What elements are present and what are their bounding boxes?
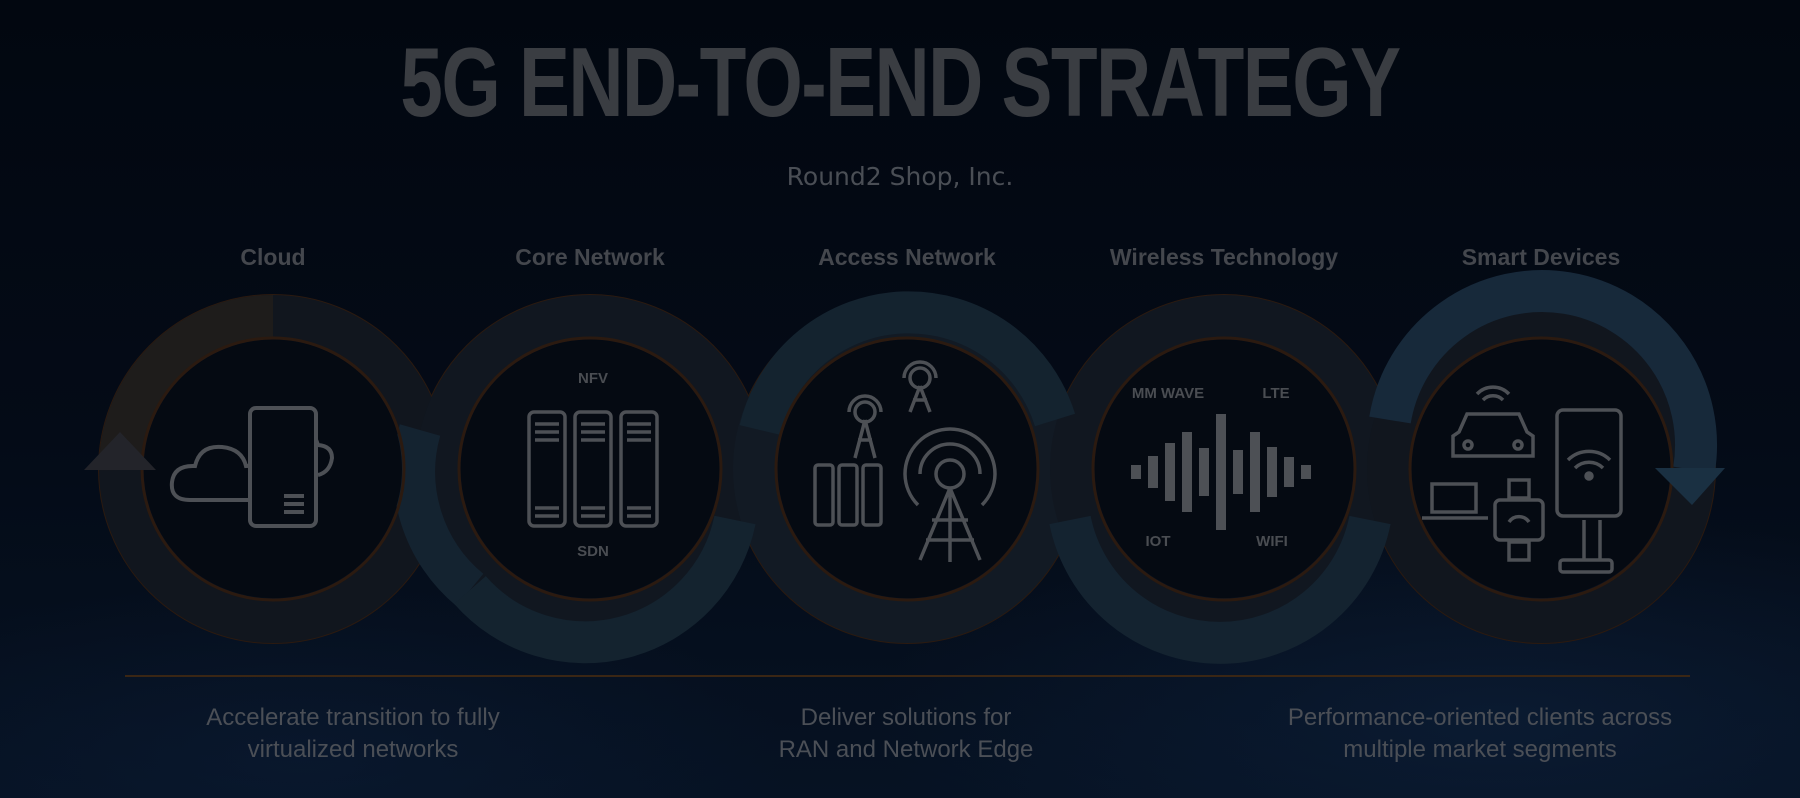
stage-label-access-network: Access Network [818,244,996,270]
description-line: virtualized networks [247,736,459,763]
description-line: Accelerate transition to fully [206,704,500,731]
description-ran-network-edge: Deliver solutions for RAN and Network Ed… [666,702,1146,766]
tag-sdn: SDN [577,543,609,560]
tag-iot: IOT [1146,533,1171,550]
page-title: 5G END-TO-END STRATEGY [400,27,1401,137]
smart-devices-icon [1422,385,1623,574]
company-subtitle: Round2 Shop, Inc. [786,162,1014,191]
description-market-segments: Performance-oriented clients across mult… [1240,702,1720,766]
tag-lte: LTE [1262,385,1289,402]
cloud-server-icon [169,406,335,528]
server-rack-icon [527,410,659,528]
left-arrow-head-icon [84,432,156,470]
description-line: Performance-oriented clients across [1287,704,1673,731]
tag-wifi: WIFI [1256,533,1288,550]
description-line: Deliver solutions for [800,704,1012,731]
description-line: RAN and Network Edge [778,736,1034,763]
description-virtualized-networks: Accelerate transition to fully virtualiz… [113,702,593,766]
stage-label-wireless-technology: Wireless Technology [1109,244,1339,270]
stage-label-cloud: Cloud [240,244,306,270]
right-arrow-head-icon [1655,468,1725,505]
tag-mm-wave: MM WAVE [1132,385,1204,402]
cell-tower-icon [813,360,997,562]
description-line: multiple market segments [1343,736,1617,763]
sound-wave-icon [1131,414,1311,530]
tag-nfv: NFV [578,370,608,387]
stage-label-core-network: Core Network [515,244,665,270]
stage-label-smart-devices: Smart Devices [1461,244,1621,270]
